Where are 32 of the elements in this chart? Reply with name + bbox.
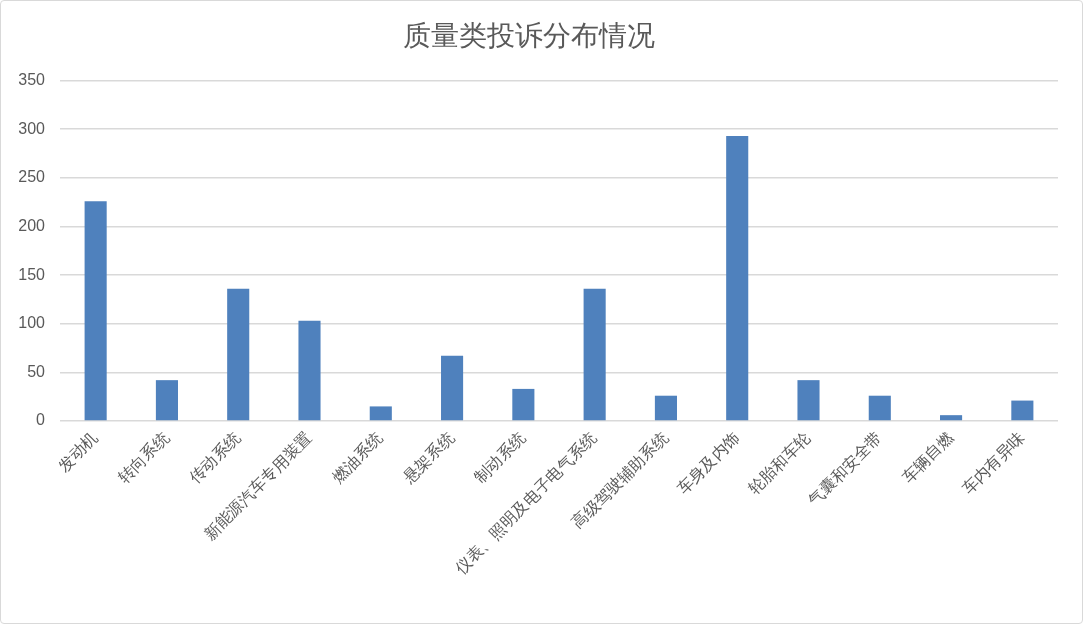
x-tick-label: 发动机 <box>54 428 101 475</box>
bar <box>797 380 820 421</box>
x-tick-label: 车辆自燃 <box>898 428 957 487</box>
x-tick-label: 燃油系统 <box>328 428 386 487</box>
y-tick-label: 200 <box>18 216 46 234</box>
x-tick-label: 车内有异味 <box>958 428 1028 498</box>
bar <box>868 395 891 421</box>
y-tick-label: 0 <box>36 411 46 429</box>
bar <box>441 355 464 421</box>
y-tick-label: 100 <box>18 314 46 332</box>
x-tick-label: 车身及内饰 <box>673 428 743 498</box>
y-tick-label: 300 <box>18 119 46 137</box>
x-tick-label: 制动系统 <box>471 428 529 487</box>
bar <box>654 395 677 421</box>
bar <box>583 288 606 421</box>
bar <box>512 388 535 421</box>
y-tick-label: 350 <box>18 71 46 89</box>
bar <box>84 201 107 421</box>
y-tick-label: 50 <box>27 362 46 380</box>
bar <box>227 288 250 421</box>
bar <box>155 380 178 421</box>
bar <box>1011 400 1034 421</box>
x-tick-label: 转向系统 <box>114 428 173 487</box>
chart-title: 质量类投诉分布情况 <box>403 19 655 51</box>
x-tick-label: 悬架系统 <box>399 428 458 487</box>
bar <box>940 415 963 421</box>
bar <box>726 136 749 421</box>
y-tick-label: 150 <box>18 265 46 283</box>
bar <box>369 406 392 421</box>
bar <box>298 320 321 421</box>
y-tick-label: 250 <box>18 168 46 186</box>
x-tick-label: 传动系统 <box>186 428 244 487</box>
